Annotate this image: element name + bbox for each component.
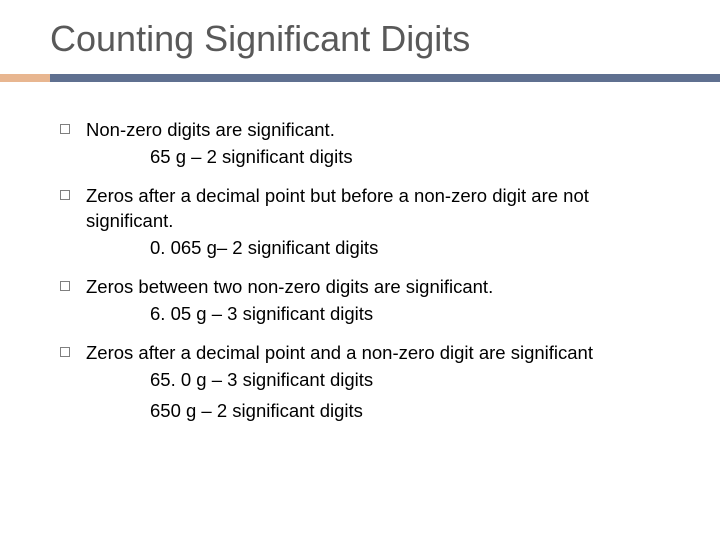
bullet-body: Zeros after a decimal point but before a… (86, 184, 670, 267)
bullet-item: Non-zero digits are significant.65 g – 2… (60, 118, 670, 176)
bullet-text: Zeros after a decimal point but before a… (86, 184, 670, 234)
bullet-item: Zeros between two non-zero digits are si… (60, 275, 670, 333)
underline-accent (0, 74, 50, 82)
bullet-square-icon (60, 281, 70, 291)
bullet-item: Zeros after a decimal point but before a… (60, 184, 670, 267)
bullet-text: Zeros after a decimal point and a non-ze… (86, 341, 670, 366)
bullet-example: 6. 05 g – 3 significant digits (86, 302, 670, 327)
underline-main (50, 74, 720, 82)
bullet-example: 0. 065 g– 2 significant digits (86, 236, 670, 261)
content-area: Non-zero digits are significant.65 g – 2… (0, 82, 720, 430)
bullet-square-icon (60, 124, 70, 134)
bullet-square-icon (60, 190, 70, 200)
bullet-square-icon (60, 347, 70, 357)
slide-title: Counting Significant Digits (0, 0, 720, 74)
bullet-example: 650 g – 2 significant digits (86, 399, 670, 424)
bullet-example: 65 g – 2 significant digits (86, 145, 670, 170)
bullet-body: Zeros after a decimal point and a non-ze… (86, 341, 670, 430)
bullet-text: Non-zero digits are significant. (86, 118, 670, 143)
bullet-example: 65. 0 g – 3 significant digits (86, 368, 670, 393)
slide: Counting Significant Digits Non-zero dig… (0, 0, 720, 540)
bullet-body: Non-zero digits are significant.65 g – 2… (86, 118, 670, 176)
bullet-item: Zeros after a decimal point and a non-ze… (60, 341, 670, 430)
bullet-body: Zeros between two non-zero digits are si… (86, 275, 670, 333)
title-underline (0, 74, 720, 82)
bullet-text: Zeros between two non-zero digits are si… (86, 275, 670, 300)
